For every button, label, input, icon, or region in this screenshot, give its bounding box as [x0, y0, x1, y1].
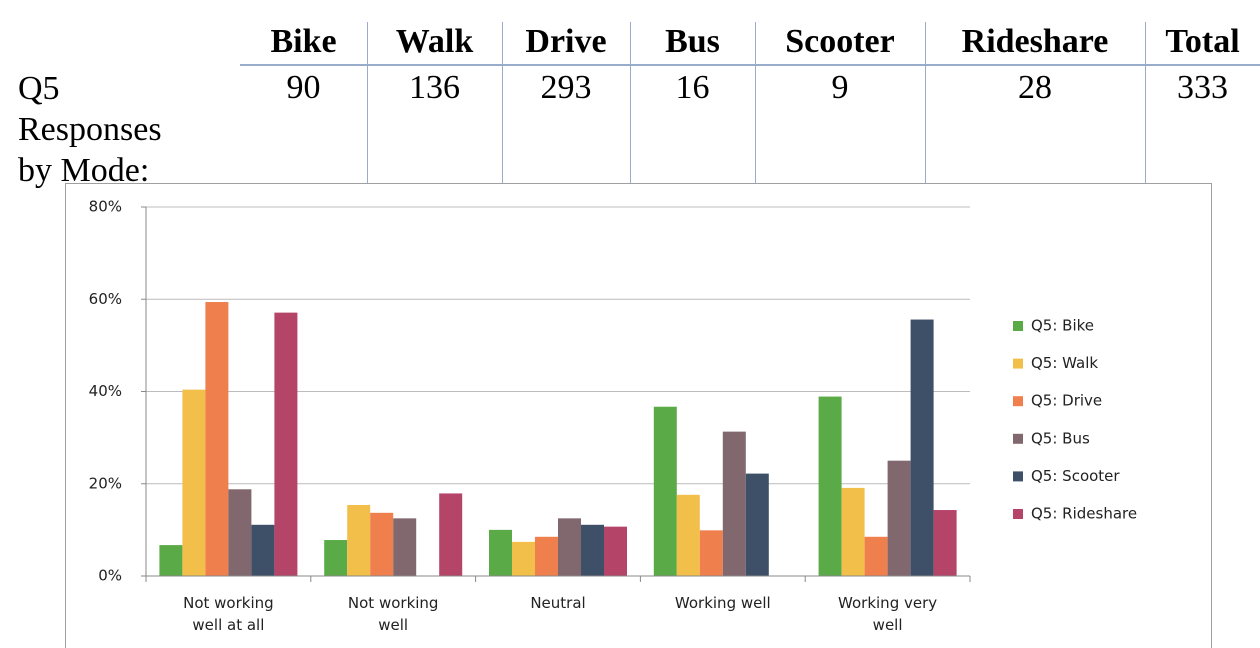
bar — [324, 540, 348, 576]
cell-value: 16 — [675, 69, 710, 106]
column-header: Drive — [525, 23, 607, 60]
legend-swatch — [1013, 471, 1023, 482]
bar — [699, 530, 723, 576]
row-label: Q5 Responses by Mode: — [18, 70, 162, 189]
legend-label: Q5: Bus — [1031, 429, 1090, 447]
bar — [535, 536, 558, 576]
x-tick-label: Not working well — [347, 594, 439, 634]
column-header: Bike — [270, 23, 337, 60]
y-tick-label: 0% — [98, 567, 122, 585]
legend-label: Q5: Drive — [1031, 392, 1102, 410]
x-tick-label: Neutral — [530, 594, 586, 612]
legend-swatch — [1013, 321, 1023, 331]
x-tick-label: Not working well at all — [183, 594, 274, 634]
column-rule — [925, 22, 926, 183]
bar — [887, 460, 911, 576]
column-header: Walk — [395, 23, 474, 60]
column-rule — [1145, 22, 1146, 183]
column-header: Total — [1165, 23, 1240, 60]
column-header: Scooter — [785, 23, 895, 60]
bar — [370, 512, 394, 576]
bar — [489, 529, 512, 576]
bar — [251, 524, 275, 576]
legend-label: Q5: Scooter — [1031, 467, 1120, 485]
bar — [653, 406, 677, 576]
cell-value: 28 — [1018, 69, 1052, 106]
column-rule — [755, 22, 756, 183]
bar — [274, 312, 298, 576]
legend-swatch — [1013, 509, 1023, 519]
bar — [439, 493, 463, 576]
x-tick-label: Working well — [674, 594, 771, 612]
x-tick-label: Working very well — [838, 594, 938, 634]
bar — [818, 396, 842, 576]
bar — [581, 524, 604, 576]
legend-label: Q5: Walk — [1031, 354, 1098, 372]
legend-label: Q5: Rideshare — [1031, 505, 1137, 523]
bar — [722, 431, 746, 576]
bar — [205, 302, 229, 576]
column-rule — [367, 22, 368, 183]
bar — [933, 510, 957, 576]
column-header: Bus — [665, 23, 720, 60]
cell-value: 136 — [409, 69, 460, 106]
legend-swatch — [1013, 358, 1023, 369]
bar — [841, 487, 865, 576]
column-header: Rideshare — [961, 23, 1109, 60]
bar — [604, 526, 627, 576]
column-rule — [502, 22, 503, 183]
chart-frame — [65, 183, 1212, 648]
bar — [159, 545, 183, 576]
legend-swatch — [1013, 396, 1023, 407]
bar — [864, 536, 888, 576]
y-tick-label: 60% — [89, 290, 122, 308]
bar — [347, 504, 371, 576]
cell-value: 293 — [540, 69, 592, 106]
bar — [182, 389, 206, 576]
bar — [558, 518, 581, 576]
column-rule — [630, 22, 631, 183]
legend-label: Q5: Bike — [1031, 317, 1094, 335]
header-rule — [240, 64, 1260, 66]
bar — [676, 494, 700, 576]
y-tick-label: 80% — [89, 198, 122, 216]
legend-swatch — [1013, 433, 1023, 444]
bar — [745, 473, 769, 576]
y-tick-label: 20% — [89, 474, 122, 492]
bar — [393, 518, 417, 576]
cell-value: 90 — [286, 69, 321, 106]
bar — [910, 319, 934, 576]
y-tick-label: 40% — [89, 382, 122, 400]
bar — [512, 541, 535, 576]
bar — [228, 489, 252, 576]
cell-value: 9 — [831, 69, 849, 106]
cell-value: 333 — [1177, 69, 1228, 106]
